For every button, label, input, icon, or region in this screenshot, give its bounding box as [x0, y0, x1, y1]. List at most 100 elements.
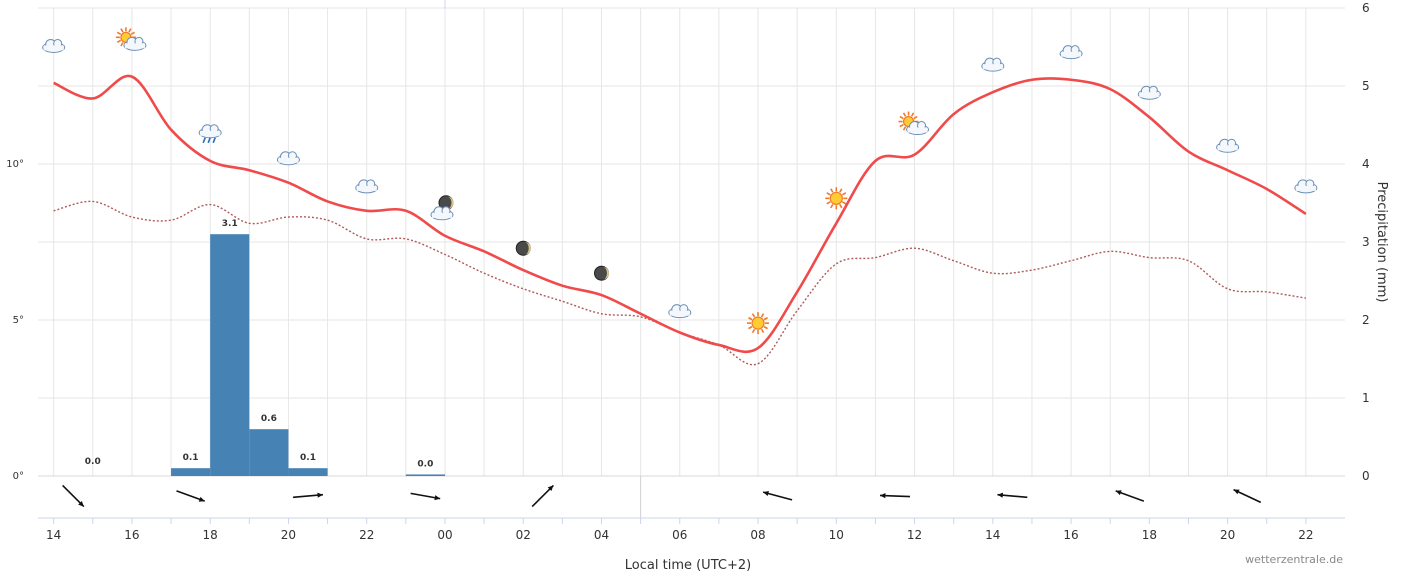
cloud-fill	[1139, 92, 1160, 98]
x-tick-label: 22	[1298, 528, 1313, 542]
wind-arrow-head	[434, 495, 441, 501]
sun-ray	[760, 313, 765, 318]
sun-ray	[130, 31, 135, 36]
x-axis-title: Local time (UTC+2)	[625, 558, 751, 573]
moon-crescent	[524, 241, 531, 255]
x-tick-label: 04	[594, 528, 609, 542]
precipitation-bar	[288, 468, 328, 476]
x-tick-label: 12	[907, 528, 922, 542]
precipitation-tick-label: 6	[1362, 1, 1370, 15]
moon-shape	[515, 240, 531, 256]
sun-core	[751, 316, 765, 330]
x-tick-label: 20	[1220, 528, 1235, 542]
sun-ray	[899, 115, 904, 120]
precipitation-bar-label: 3.1	[222, 219, 238, 229]
wind-arrow	[997, 492, 1028, 499]
weather-icon-cloudy	[1137, 85, 1161, 100]
x-tick-label: 00	[437, 528, 452, 542]
weather-icon-moon	[593, 265, 609, 281]
wind-arrow-head	[547, 485, 554, 492]
x-tick-label: 14	[985, 528, 1000, 542]
sun-shape	[825, 187, 848, 210]
weather-icon-rain	[198, 124, 222, 144]
weather-icon-cloudy	[1059, 45, 1083, 60]
cloud-shape	[981, 57, 1005, 72]
sun-ray	[830, 203, 834, 209]
wind-arrow	[1233, 488, 1262, 504]
wind-arrow-head	[198, 496, 205, 502]
wind-arrows	[62, 484, 1262, 508]
sun-ray	[902, 126, 907, 131]
x-tick-label: 18	[1142, 528, 1157, 542]
cloud-fill	[669, 310, 690, 316]
x-tick-label: 18	[203, 528, 218, 542]
sun-ray	[116, 39, 122, 44]
temperature-tick-label: 5°	[13, 315, 24, 326]
cloud-fill	[1295, 185, 1316, 191]
weather-icon-cloudy	[1216, 138, 1240, 153]
precipitation-tick-label: 3	[1362, 235, 1370, 249]
sun-ray	[120, 42, 124, 47]
precipitation-tick-label: 2	[1362, 313, 1370, 327]
cloud-fill	[278, 157, 299, 163]
sun-ray	[760, 328, 765, 334]
cloud-shape	[198, 124, 222, 139]
precipitation-bar-label: 0.1	[300, 453, 316, 463]
x-tick-label: 14	[46, 528, 61, 542]
moon-crescent	[446, 196, 454, 210]
weather-icon-sunny	[747, 312, 770, 335]
precipitation-bar-label: 0.0	[85, 457, 101, 467]
x-tick-label: 16	[124, 528, 139, 542]
weather-icon-cloudy	[42, 38, 66, 53]
precipitation-bar-label: 0.1	[183, 453, 199, 463]
weather-icons	[42, 27, 1318, 335]
time-axis: 14 16 18 20 22 00 02 04 06 08 10 12 14 16 18 20 22	[46, 518, 1314, 542]
rain-drop	[202, 137, 206, 144]
temperature-lines	[53, 74, 1307, 366]
wind-arrow-head	[317, 492, 323, 498]
sun-ray	[751, 313, 756, 318]
sun-ray	[128, 28, 132, 33]
wind-arrow	[762, 490, 793, 501]
temperature-axis: 0° 5° 10°	[6, 159, 24, 482]
cloud-shape	[1294, 179, 1318, 194]
precipitation-tick-label: 5	[1362, 79, 1370, 93]
wind-arrow-head	[1115, 490, 1122, 496]
cloud-fill	[43, 45, 64, 51]
cloud-shape	[1059, 45, 1083, 60]
weather-icon-cloudy	[355, 179, 379, 194]
weather-icon-cloudy	[1294, 179, 1318, 194]
weather-icon-sunny	[825, 187, 848, 210]
sun-ray	[841, 192, 847, 196]
wind-arrow-head	[997, 492, 1004, 498]
precipitation-bar	[249, 429, 289, 476]
sun-ray	[839, 203, 843, 209]
precipitation-tick-label: 0	[1362, 469, 1370, 483]
wind-arrow-head	[763, 490, 769, 497]
weather-icon-cloudy	[668, 304, 692, 319]
temperature-line	[53, 74, 1307, 353]
moon-crescent	[602, 266, 609, 280]
moon-shape	[593, 265, 609, 281]
cloud-shape	[1137, 85, 1161, 100]
wind-arrow-head	[1233, 489, 1240, 495]
cloud-shape	[123, 36, 147, 51]
cloud-shape	[906, 121, 930, 136]
x-tick-label: 08	[750, 528, 765, 542]
cloud-shape	[42, 38, 66, 53]
precipitation-tick-label: 4	[1362, 157, 1370, 171]
sun-ray	[839, 188, 843, 193]
sun-ray	[826, 201, 831, 205]
wind-arrow	[1115, 490, 1145, 502]
precipitation-bars: 0.1 3.1 0.6 0.1 0.0 0.0	[85, 219, 445, 476]
x-tick-label: 22	[359, 528, 374, 542]
precipitation-axis: 0 1 2 3 4 5 6	[1362, 1, 1370, 483]
wind-arrow	[176, 490, 205, 502]
wind-arrow	[292, 492, 324, 499]
cloud-fill	[982, 64, 1003, 70]
cloud-fill	[431, 212, 452, 218]
sun-ray	[763, 325, 768, 330]
x-tick-label: 02	[516, 528, 531, 542]
credit-text: wetterzentrale.de	[1245, 553, 1343, 566]
precipitation-bar	[210, 234, 250, 476]
